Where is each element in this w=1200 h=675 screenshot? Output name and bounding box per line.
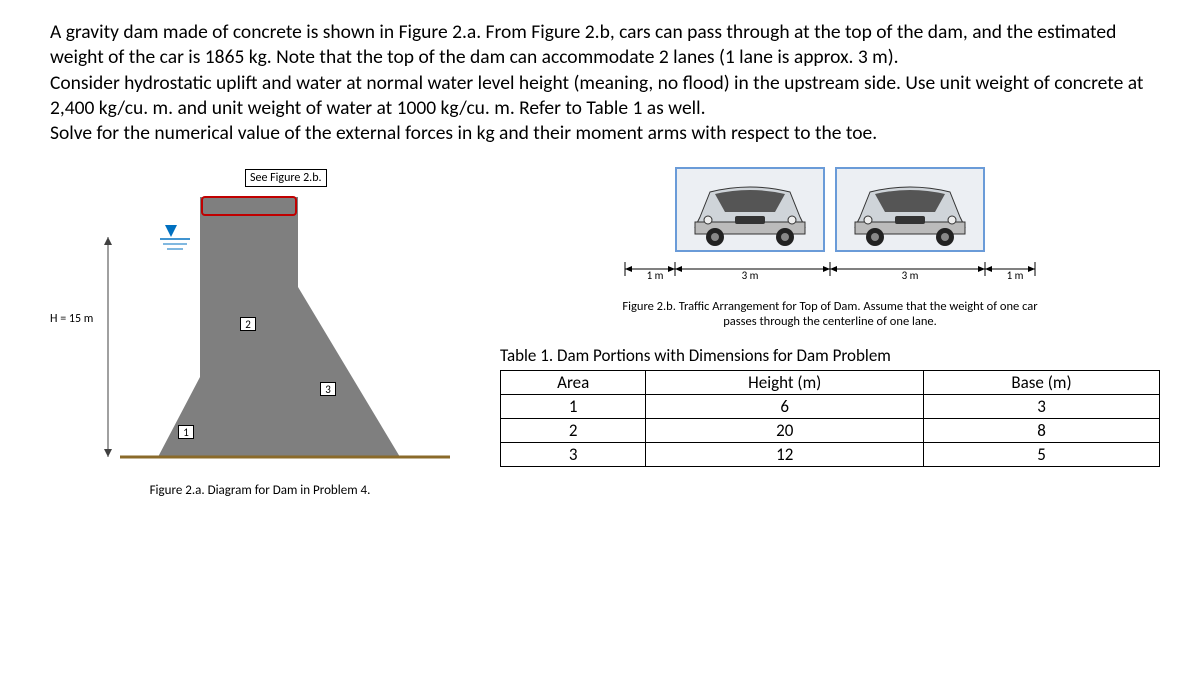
table-cell: 3 [501, 442, 646, 466]
table-row: 3 12 5 [501, 442, 1160, 466]
table-cell: 1 [501, 394, 646, 418]
area-label-1: 1 [178, 425, 194, 439]
h-dimension-label: H = 15 m [50, 312, 93, 326]
table-header: Height (m) [646, 370, 924, 394]
table-header: Area [501, 370, 646, 394]
table-cell: 3 [924, 394, 1160, 418]
table-cell: 8 [924, 418, 1160, 442]
problem-p2: Consider hydrostatic uplift and water at… [50, 71, 1160, 122]
car-right [835, 167, 985, 252]
car-icon [840, 172, 980, 247]
dam-dimensions-table: Area Height (m) Base (m) 1 6 3 2 20 8 3 … [500, 370, 1160, 467]
table-cell: 6 [646, 394, 924, 418]
figure-2b: 1 m 3 m 3 m 1 m [620, 167, 1040, 287]
table-row: 1 6 3 [501, 394, 1160, 418]
dim-3m-right: 3 m [895, 269, 925, 282]
dim-3m-left: 3 m [735, 269, 765, 282]
table-row: 2 20 8 [501, 418, 1160, 442]
area-label-3: 3 [320, 382, 336, 396]
figure-2b-caption-line2: passes through the centerline of one lan… [723, 314, 937, 329]
figure-2b-caption: Figure 2.b. Traffic Arrangement for Top … [500, 299, 1160, 329]
problem-p1: A gravity dam made of concrete is shown … [50, 20, 1160, 71]
car-icon [680, 172, 820, 247]
dim-1m-right: 1 m [1000, 269, 1030, 282]
problem-statement: A gravity dam made of concrete is shown … [50, 20, 1160, 147]
table-title: Table 1. Dam Portions with Dimensions fo… [500, 345, 1160, 366]
right-column: 1 m 3 m 3 m 1 m Figure 2.b. Traffic Arra… [500, 167, 1160, 498]
figure-2b-caption-line1: Figure 2.b. Traffic Arrangement for Top … [622, 299, 1037, 314]
table-header-row: Area Height (m) Base (m) [501, 370, 1160, 394]
see-figure-label: See Figure 2.b. [245, 169, 327, 187]
figure-2a: H = 15 m See Figure 2.b. 2 3 [50, 167, 470, 498]
area-label-2: 2 [240, 317, 256, 331]
table-cell: 12 [646, 442, 924, 466]
dam-diagram-svg [50, 167, 470, 477]
table-cell: 5 [924, 442, 1160, 466]
problem-p3: Solve for the numerical value of the ext… [50, 121, 1160, 146]
table-cell: 2 [501, 418, 646, 442]
table-header: Base (m) [924, 370, 1160, 394]
dim-1m-left: 1 m [640, 269, 670, 282]
table-cell: 20 [646, 418, 924, 442]
figure-2a-caption: Figure 2.a. Diagram for Dam in Problem 4… [50, 483, 470, 498]
car-left [675, 167, 825, 252]
dimension-line-svg [620, 259, 1040, 279]
